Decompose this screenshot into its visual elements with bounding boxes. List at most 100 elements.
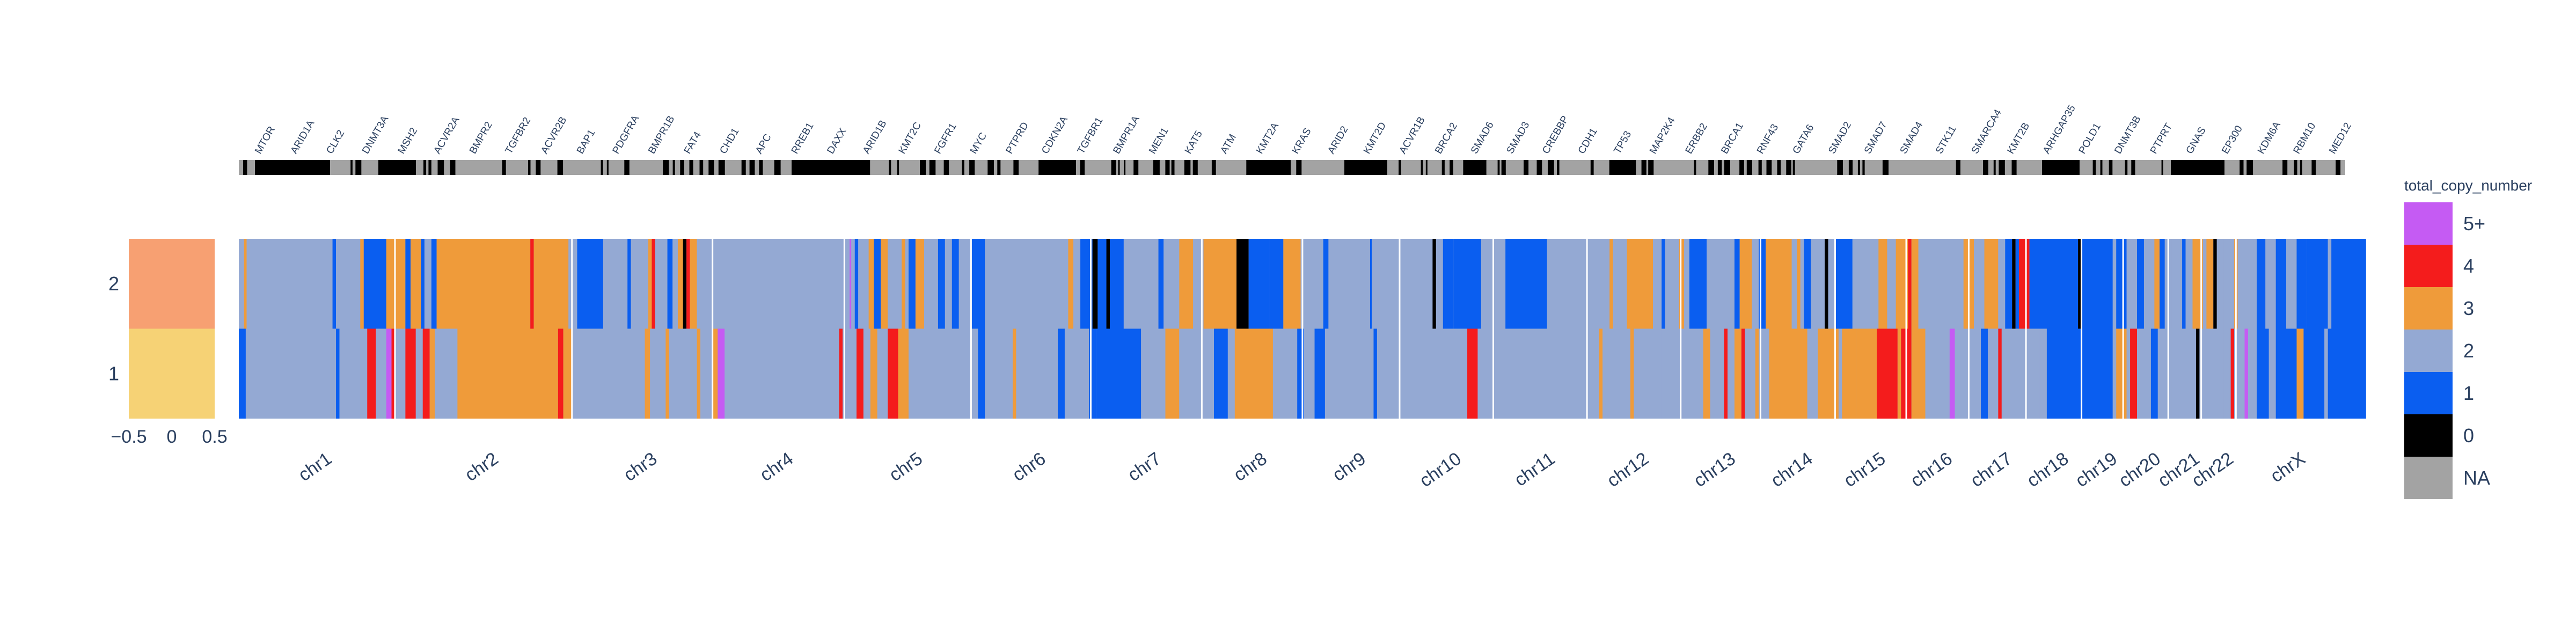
cn-segment	[2307, 239, 2328, 329]
gene-marker	[2336, 160, 2341, 175]
legend-swatch	[2404, 457, 2453, 499]
gene-marker	[749, 160, 755, 175]
cn-segment	[1599, 328, 1603, 419]
chromosome-label: chr18	[2023, 448, 2072, 491]
cn-segment	[677, 239, 683, 329]
gene-label: MAP2K4	[1648, 115, 1678, 156]
cn-segment	[572, 328, 645, 419]
gene-label: STK11	[1934, 124, 1959, 156]
gene-marker	[2294, 160, 2297, 175]
cn-segment	[1908, 239, 1912, 329]
cn-segment	[1981, 328, 1988, 419]
cn-segment	[908, 328, 933, 419]
cn-segment	[2116, 239, 2127, 329]
cn-segment	[1370, 239, 1372, 329]
cn-segment	[1044, 239, 1069, 329]
cn-segment	[1547, 239, 1568, 329]
cn-segment	[1877, 328, 1898, 419]
gene-marker	[1171, 160, 1175, 175]
chromosome-label: chr6	[1009, 448, 1050, 485]
gene-marker	[1344, 160, 1387, 175]
cn-segment	[1443, 239, 1454, 329]
gene-marker	[1792, 160, 1795, 175]
cn-segment	[2185, 239, 2193, 329]
gene-marker	[987, 160, 994, 175]
gene-marker	[1613, 160, 1634, 175]
cn-segment	[2150, 328, 2158, 419]
cn-segment	[877, 328, 888, 419]
gene-marker	[378, 160, 416, 175]
gene-marker	[1708, 160, 1714, 175]
gene-label: ACVR2A	[431, 115, 462, 156]
gene-marker	[1497, 160, 1500, 175]
cn-segment	[716, 239, 845, 329]
cn-segment	[1335, 239, 1370, 329]
cn-segment	[724, 328, 839, 419]
cn-segment	[2324, 328, 2328, 419]
cn-segment	[422, 328, 430, 419]
gene-marker	[1536, 160, 1542, 175]
gene-marker	[741, 160, 746, 175]
cn-segment	[1016, 328, 1044, 419]
cn-segment	[1323, 239, 1329, 329]
gene-marker	[536, 160, 541, 175]
gene-marker	[1184, 160, 1191, 175]
cn-segment	[627, 239, 631, 329]
gene-marker	[680, 160, 684, 175]
gene-marker	[1118, 160, 1120, 175]
gene-marker	[920, 160, 926, 175]
cn-segment	[978, 328, 985, 419]
cn-segment	[1804, 239, 1811, 329]
cn-segment	[1728, 328, 1735, 419]
legend-label: NA	[2463, 467, 2490, 489]
cn-segment	[1797, 328, 1807, 419]
gene-label: KMT2B	[2005, 121, 2032, 156]
cn-segment	[844, 239, 850, 329]
cn-segment	[1155, 328, 1166, 419]
cn-segment	[2202, 239, 2207, 329]
cn-segment	[1856, 328, 1877, 419]
gene-label: MSH2	[396, 126, 420, 156]
cn-segment	[874, 239, 881, 329]
cn-segment	[700, 328, 713, 419]
legend-swatch	[2404, 414, 2453, 457]
gene-marker	[1133, 160, 1139, 175]
gene-label: KMT2D	[1362, 120, 1388, 156]
cn-segment	[888, 239, 902, 329]
chromosome-label: chr7	[1124, 448, 1165, 485]
cn-segment	[1163, 239, 1180, 329]
cn-segment	[363, 239, 386, 329]
cn-segment	[2126, 239, 2138, 329]
cn-segment	[1272, 328, 1284, 419]
cn-segment	[246, 239, 333, 329]
cn-segment	[1955, 328, 1981, 419]
cn-segment	[2196, 328, 2200, 419]
gene-marker	[1993, 160, 1996, 175]
legend-title: total_copy_number	[2404, 177, 2532, 194]
cn-segment	[2160, 239, 2165, 329]
cn-segment	[2012, 239, 2016, 329]
cn-segment	[1609, 239, 1613, 329]
cn-segment	[239, 328, 246, 419]
gene-label: TGFBR2	[503, 115, 533, 156]
cn-segment	[1283, 239, 1301, 329]
gene-label: DNMT3B	[2112, 114, 2143, 156]
cn-segment	[1324, 328, 1374, 419]
cn-segment	[1932, 239, 1964, 329]
gene-label: ERBB2	[1684, 121, 1710, 156]
cn-segment	[2257, 239, 2266, 329]
cn-segment	[1689, 239, 1707, 329]
legend-label: 1	[2463, 382, 2474, 404]
cn-segment	[1269, 239, 1284, 329]
cn-segment	[952, 239, 959, 329]
cn-segment	[405, 328, 416, 419]
cn-segment	[1248, 239, 1270, 329]
cn-segment	[2130, 328, 2138, 419]
gene-marker	[624, 160, 630, 175]
cn-segment	[2112, 328, 2117, 419]
gene-marker	[1111, 160, 1116, 175]
gene-label: CDH1	[1576, 126, 1600, 156]
cn-segment	[1752, 239, 1759, 329]
cn-segment	[577, 239, 603, 329]
cn-segment	[1769, 328, 1797, 419]
